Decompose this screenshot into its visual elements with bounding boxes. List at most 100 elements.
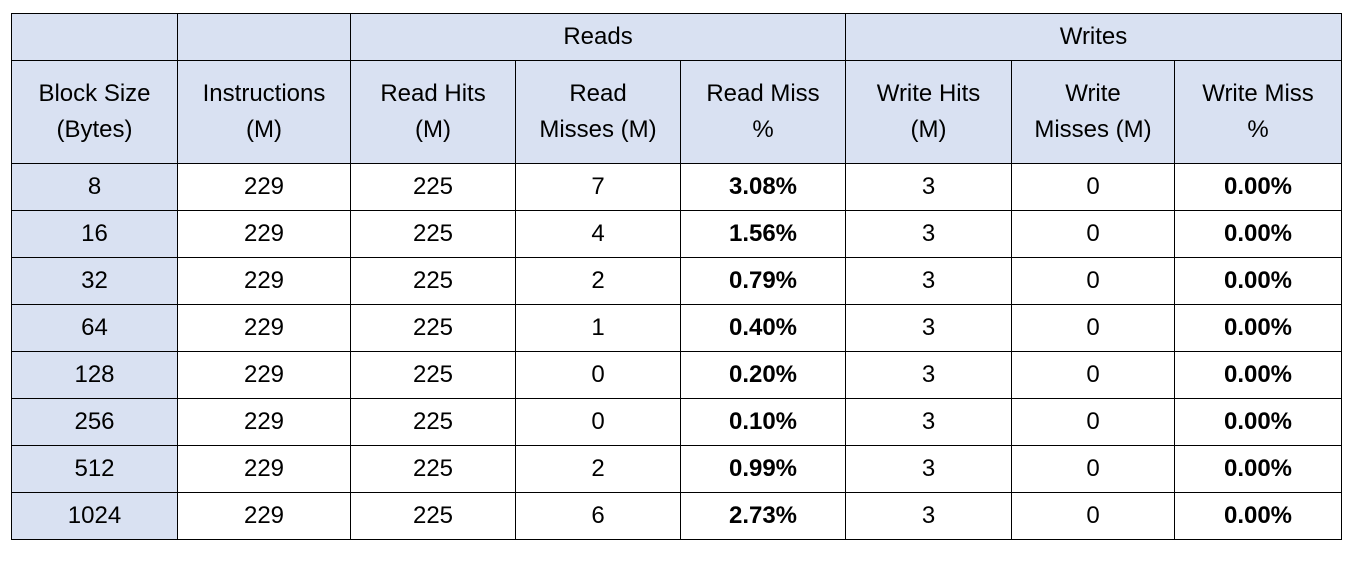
instructions-cell: 229 <box>177 163 351 211</box>
write-misses-cell: 0 <box>1011 398 1175 446</box>
write-misses-cell: 0 <box>1011 163 1175 211</box>
table-row: 64 229 225 1 0.40% 3 0 0.00% <box>11 304 1343 352</box>
write-misses-cell: 0 <box>1011 351 1175 399</box>
read-hits-cell: 225 <box>350 304 516 352</box>
write-miss-percent-header-line: Write Miss <box>1202 80 1314 107</box>
instructions-cell: 229 <box>177 398 351 446</box>
group-header-writes: Writes <box>844 13 1343 61</box>
write-misses-header-line: Write <box>1065 80 1121 107</box>
read-miss-percent-cell: 2.73% <box>680 492 846 540</box>
instructions-cell: 229 <box>177 492 351 540</box>
read-miss-percent-cell: 3.08% <box>680 163 846 211</box>
read-hits-cell: 225 <box>350 210 516 258</box>
read-miss-percent-header: Read Miss% <box>680 60 846 164</box>
read-miss-percent-cell: 0.79% <box>680 257 846 305</box>
read-hits-cell: 225 <box>350 257 516 305</box>
block-size-cell: 64 <box>11 304 178 352</box>
table-row: 16 229 225 4 1.56% 3 0 0.00% <box>11 210 1343 258</box>
table-row: 512 229 225 2 0.99% 3 0 0.00% <box>11 445 1343 493</box>
read-misses-cell: 2 <box>515 445 681 493</box>
read-miss-percent-cell: 1.56% <box>680 210 846 258</box>
read-misses-cell: 7 <box>515 163 681 211</box>
write-misses-cell: 0 <box>1011 445 1175 493</box>
read-miss-percent-header-line: % <box>752 116 774 143</box>
write-misses-cell: 0 <box>1011 492 1175 540</box>
write-hits-cell: 3 <box>845 257 1012 305</box>
block-size-cell: 512 <box>11 445 178 493</box>
write-miss-percent-cell: 0.00% <box>1173 445 1343 493</box>
block-size-cell: 1024 <box>11 492 178 540</box>
group-header-empty-2 <box>177 13 351 61</box>
write-miss-percent-cell: 0.00% <box>1173 304 1343 352</box>
instructions-cell: 229 <box>177 304 351 352</box>
table-row: 128 229 225 0 0.20% 3 0 0.00% <box>11 351 1343 399</box>
read-misses-header-line: Misses (M) <box>539 116 657 143</box>
read-hits-cell: 225 <box>350 398 516 446</box>
read-hits-header: Read Hits (M) <box>350 60 516 164</box>
write-hits-cell: 3 <box>845 304 1012 352</box>
instructions-header-line: Instructions <box>202 80 326 107</box>
write-miss-percent-cell: 0.00% <box>1173 351 1343 399</box>
instructions-cell: 229 <box>177 351 351 399</box>
block-size-cell: 8 <box>11 163 178 211</box>
write-miss-percent-header-line: % <box>1247 116 1269 143</box>
instructions-cell: 229 <box>177 210 351 258</box>
block-size-header-line: Block Size <box>38 80 151 107</box>
read-misses-cell: 6 <box>515 492 681 540</box>
write-miss-percent-cell: 0.00% <box>1173 163 1343 211</box>
read-hits-cell: 225 <box>350 445 516 493</box>
instructions-cell: 229 <box>177 257 351 305</box>
block-size-header: Block Size (Bytes) <box>11 60 178 164</box>
read-miss-percent-cell: 0.99% <box>680 445 846 493</box>
write-hits-header: Write Hits (M) <box>845 60 1012 164</box>
cache-stats-table: Reads Writes Block Size (Bytes) Instructio… <box>11 13 1343 540</box>
read-misses-cell: 2 <box>515 257 681 305</box>
instructions-cell: 229 <box>177 445 351 493</box>
write-misses-cell: 0 <box>1011 304 1175 352</box>
block-size-cell: 32 <box>11 257 178 305</box>
read-hits-cell: 225 <box>350 351 516 399</box>
table-row: 8 229 225 7 3.08% 3 0 0.00% <box>11 163 1343 211</box>
group-header-reads: Reads <box>350 13 846 61</box>
group-header-row: Reads Writes <box>11 13 1343 61</box>
read-miss-percent-cell: 0.40% <box>680 304 846 352</box>
write-hits-cell: 3 <box>845 210 1012 258</box>
read-misses-cell: 4 <box>515 210 681 258</box>
table-row: 256 229 225 0 0.10% 3 0 0.00% <box>11 398 1343 446</box>
read-misses-cell: 0 <box>515 398 681 446</box>
cache-stats-table-container: Reads Writes Block Size (Bytes) Instructio… <box>11 13 1343 540</box>
read-miss-percent-header-line: Read Miss <box>706 80 820 107</box>
read-hits-header-line: Read Hits <box>380 80 486 107</box>
block-size-cell: 16 <box>11 210 178 258</box>
write-misses-header: Write Misses (M) <box>1011 60 1175 164</box>
write-miss-percent-cell: 0.00% <box>1173 257 1343 305</box>
write-misses-cell: 0 <box>1011 210 1175 258</box>
instructions-header-line: (M) <box>246 116 282 143</box>
write-hits-cell: 3 <box>845 163 1012 211</box>
write-miss-percent-cell: 0.00% <box>1173 492 1343 540</box>
write-hits-header-line: Write Hits <box>876 80 981 107</box>
write-misses-header-line: Misses (M) <box>1034 116 1152 143</box>
read-hits-cell: 225 <box>350 163 516 211</box>
read-miss-percent-cell: 0.10% <box>680 398 846 446</box>
table-row: 1024 229 225 6 2.73% 3 0 0.00% <box>11 492 1343 540</box>
read-hits-cell: 225 <box>350 492 516 540</box>
table-body: 8 229 225 7 3.08% 3 0 0.00% 16 229 225 4 1.56% 3 0 0.00… <box>11 163 1343 540</box>
write-miss-percent-header: Write Miss% <box>1173 60 1343 164</box>
read-misses-cell: 0 <box>515 351 681 399</box>
block-size-cell: 128 <box>11 351 178 399</box>
write-misses-cell: 0 <box>1011 257 1175 305</box>
column-header-row: Block Size (Bytes) Instructions (M) Read Hit… <box>11 60 1343 164</box>
block-size-header-line: (Bytes) <box>56 116 133 143</box>
read-misses-header: Read Misses (M) <box>515 60 681 164</box>
read-miss-percent-cell: 0.20% <box>680 351 846 399</box>
block-size-cell: 256 <box>11 398 178 446</box>
table-row: 32 229 225 2 0.79% 3 0 0.00% <box>11 257 1343 305</box>
instructions-header: Instructions (M) <box>177 60 351 164</box>
write-hits-cell: 3 <box>845 492 1012 540</box>
read-misses-cell: 1 <box>515 304 681 352</box>
write-hits-cell: 3 <box>845 351 1012 399</box>
write-miss-percent-cell: 0.00% <box>1173 398 1343 446</box>
group-header-empty-1 <box>11 13 178 61</box>
read-hits-header-line: (M) <box>415 116 451 143</box>
